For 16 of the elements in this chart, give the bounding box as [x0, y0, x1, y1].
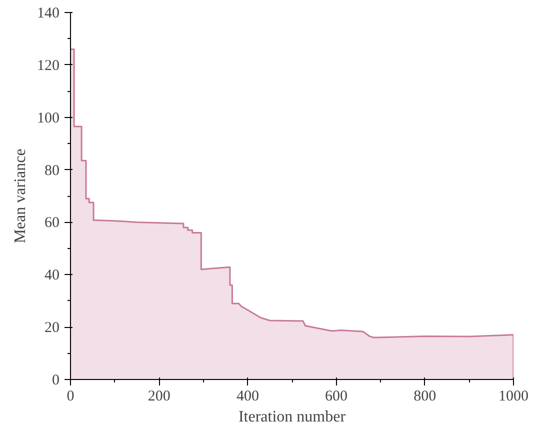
- x-tick-label: 400: [236, 388, 259, 404]
- y-tick-label: 80: [44, 162, 60, 179]
- x-tick-label: 1000: [498, 388, 528, 404]
- y-tick-label: 60: [44, 215, 60, 232]
- y-tick-label: 0: [52, 372, 60, 388]
- x-tick-label: 200: [148, 388, 170, 404]
- y-tick-label: 100: [37, 110, 60, 126]
- y-axis-title: Mean variance: [12, 148, 29, 244]
- x-axis-title: Iteration number: [238, 408, 346, 426]
- y-tick-label: 140: [37, 6, 60, 22]
- y-tick-label: 20: [44, 320, 60, 336]
- x-tick-label: 600: [325, 388, 348, 404]
- x-tick-label: 0: [66, 388, 74, 404]
- y-tick-label: 120: [37, 58, 60, 74]
- y-tick-label: 40: [44, 268, 60, 284]
- x-tick-label: 800: [414, 388, 436, 404]
